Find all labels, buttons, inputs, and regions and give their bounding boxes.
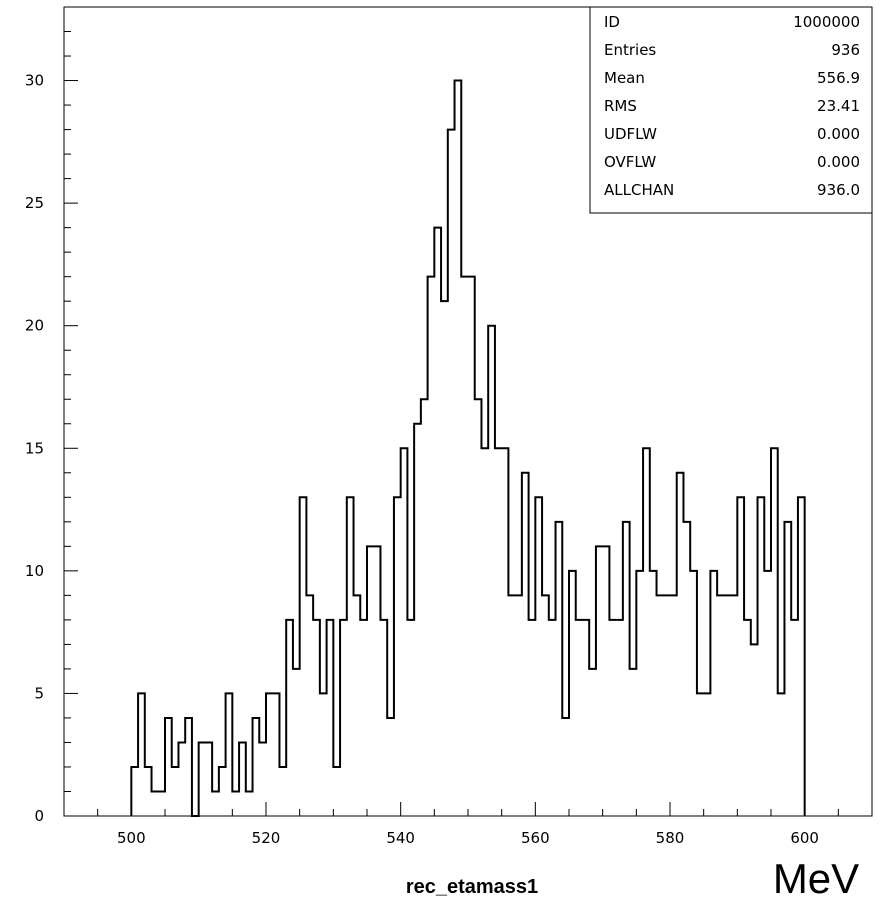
- stat-value: 0.000: [817, 153, 860, 171]
- stat-label: ID: [604, 13, 620, 31]
- y-tick-label: 25: [25, 194, 44, 212]
- y-tick-label: 20: [25, 317, 44, 335]
- stats-box-frame: [589, 6, 873, 214]
- y-tick-label: 0: [34, 807, 44, 825]
- stat-label: Entries: [604, 41, 656, 59]
- x-tick-label: 580: [656, 829, 685, 847]
- y-tick-label: 30: [25, 72, 44, 90]
- stat-label: Mean: [604, 69, 645, 87]
- x-tick-label: 540: [386, 829, 415, 847]
- histogram-line: [130, 79, 806, 817]
- stat-value: 1000000: [793, 13, 860, 31]
- stat-value: 556.9: [817, 69, 860, 87]
- stat-value: 936: [831, 41, 860, 59]
- stat-label: OVFLW: [604, 153, 656, 171]
- x-axis-ticks: 500 520 540 560 580 600: [97, 802, 839, 847]
- stat-value: 0.000: [817, 125, 860, 143]
- stat-label: ALLCHAN: [604, 181, 674, 199]
- y-tick-label: 5: [34, 684, 44, 702]
- stat-label: UDFLW: [604, 125, 657, 143]
- unit-label: MeV: [773, 855, 859, 902]
- x-tick-label: 500: [117, 829, 146, 847]
- y-tick-label: 10: [25, 562, 44, 580]
- y-tick-label: 15: [25, 439, 44, 457]
- stat-value: 23.41: [817, 97, 860, 115]
- stats-box: ID 1000000 Entries 936 Mean 556.9 RMS 23.41 UDFL…: [589, 6, 873, 214]
- stat-label: RMS: [604, 97, 637, 115]
- x-axis-label: rec_etamass1: [406, 876, 538, 898]
- x-tick-label: 520: [252, 829, 281, 847]
- y-axis-ticks: 0 5 10 15 20 25 30: [25, 6, 78, 825]
- stat-value: 936.0: [817, 181, 860, 199]
- x-tick-label: 560: [521, 829, 550, 847]
- x-tick-label: 600: [790, 829, 819, 847]
